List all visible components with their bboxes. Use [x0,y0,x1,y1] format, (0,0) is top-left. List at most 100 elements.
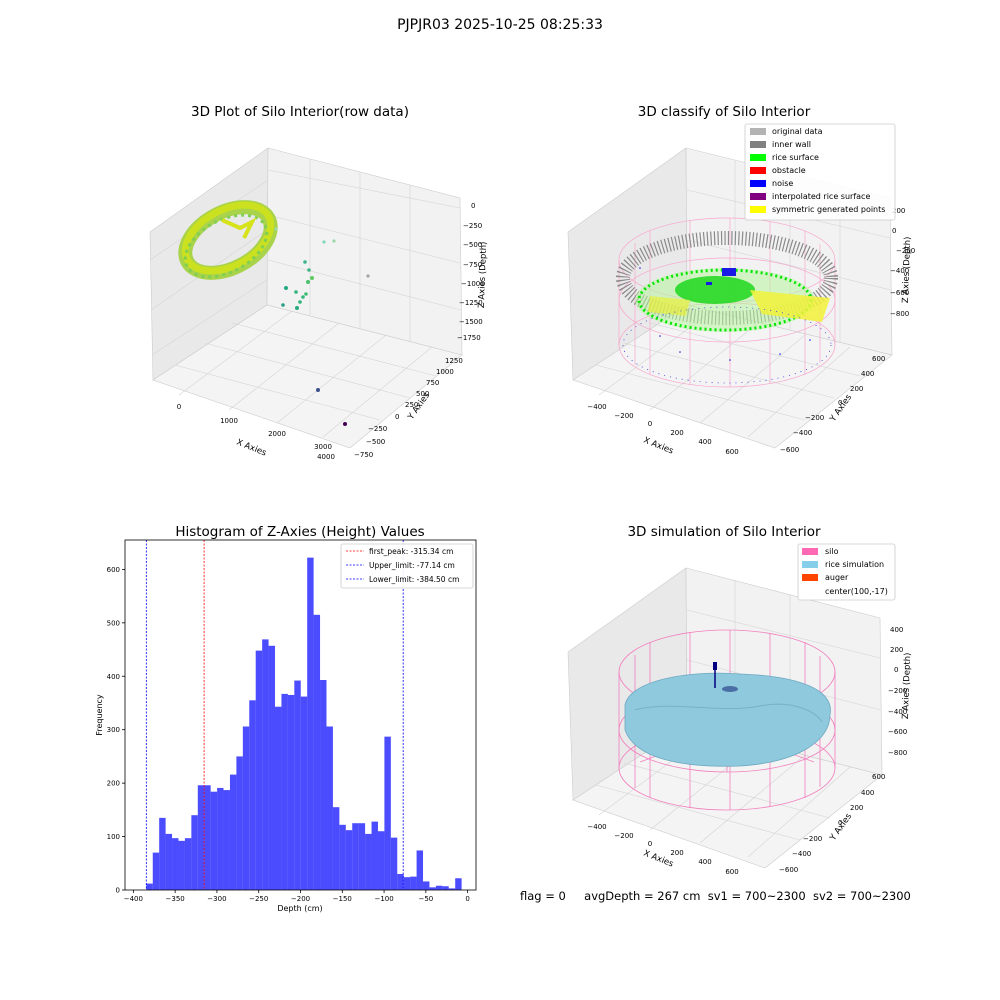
histogram-bar [287,694,295,890]
symmetric-generated-points-2 [648,296,690,316]
simulation-legend: silo rice simulation auger center(100,-1… [797,543,896,601]
svg-text:200: 200 [670,849,683,857]
panel-raw-3d: 3D Plot of Silo Interior(row data) 0 100… [149,104,489,461]
svg-text:600: 600 [872,355,885,363]
histogram-bar [332,807,340,890]
histogram-bar [429,887,436,890]
svg-text:−200: −200 [803,835,822,843]
histogram-bar [403,877,411,890]
panel-simulation-3d: 3D simulation of Silo Interior −400 −200… [567,524,913,876]
raw-scatter-points [274,227,370,426]
histogram-bar [358,823,366,890]
rice-surface-contour [634,703,823,723]
legend-label: symmetric generated points [772,205,885,214]
svg-text:600: 600 [725,448,738,456]
svg-text:600: 600 [725,868,738,876]
svg-text:−750: −750 [463,261,482,269]
z-tick-labels: 0 −250 −500 −750 −1000 −1250 −1500 −1750 [457,202,485,342]
svg-text:−200: −200 [896,247,915,255]
svg-text:−400: −400 [890,267,909,275]
z-tick-labels: 200 0 −200 −400 −600 −800 [890,207,915,318]
panel-raw-title: 3D Plot of Silo Interior(row data) [191,104,409,120]
legend-swatch [750,141,766,148]
legend-label: silo [825,547,839,556]
svg-text:200: 200 [850,804,863,812]
panel-histogram: Histogram of Z-Axies (Height) Values −40… [95,524,477,913]
legend-label: obstacle [772,166,806,175]
histogram-x-ticks: −400 −350 −300 −250 −200 −150 −100 −50 0 [124,890,470,903]
histogram-bar [197,785,205,890]
x-tick-labels: −400 −200 0 200 400 600 [587,823,738,876]
svg-text:400: 400 [698,858,711,866]
x-tick-label: −300 [207,895,226,903]
svg-text:−1500: −1500 [459,318,483,326]
sv2-text: sv2 = 700~2300 [812,889,911,903]
svg-text:1250: 1250 [445,357,463,365]
rice-surface-core [675,276,755,304]
x-tick-label: −400 [124,895,143,903]
z-axis-label: Z Axies (Depth) [901,652,913,719]
histogram-bar [184,838,192,890]
svg-text:−600: −600 [780,446,799,454]
svg-text:−200: −200 [614,832,633,840]
histogram-bar [397,873,404,890]
y-tick-label: 200 [107,780,120,788]
x-tick-label: −100 [374,895,393,903]
legend-label: Upper_limit: -77.14 cm [369,561,455,570]
auger [713,662,738,692]
histogram-bar [275,706,282,890]
histogram-bar [377,831,385,890]
symmetric-generated-points [750,290,830,322]
histogram-bar [371,821,378,890]
histogram-bar [326,726,333,890]
svg-text:−500: −500 [463,241,482,249]
histogram-bar [390,837,398,890]
raw-point-ring [178,200,278,280]
grid-lines [595,160,892,438]
legend-label: original data [772,127,823,136]
svg-text:1000: 1000 [220,417,238,425]
legend-label: rice surface [772,153,819,162]
svg-text:−250: −250 [463,222,482,230]
histogram-bar [165,833,173,890]
histogram-bar [229,774,237,890]
legend-swatch [750,193,766,200]
panel-classify-title: 3D classify of Silo Interior [638,104,811,120]
svg-text:0: 0 [838,819,842,827]
y-tick-label: 0 [116,887,120,895]
histogram-legend: first_peak: -315.34 cm Upper_limit: -77.… [340,543,474,589]
svg-text:0: 0 [648,420,652,428]
svg-text:750: 750 [426,379,439,387]
svg-text:−400: −400 [587,823,606,831]
svg-text:−800: −800 [888,749,907,757]
x-tick-label: −350 [166,895,185,903]
legend-label: inner wall [772,140,811,149]
legend-swatch [802,548,818,555]
histogram-bar [152,852,160,890]
histogram-bar [281,693,288,890]
histogram-bar [236,756,243,890]
svg-text:−500: −500 [366,438,385,446]
y-axis-label: Y Axies [828,811,855,843]
histogram-bar [339,824,346,890]
y-tick-labels: 600 400 200 0 −200 −400 −600 [779,773,885,874]
legend-swatch [750,128,766,135]
histogram-bar [300,696,308,890]
legend-label: noise [772,179,793,188]
histogram-bar [307,557,314,890]
svg-text:400: 400 [698,438,711,446]
histogram-bar [365,833,372,890]
histogram-bar [423,881,430,890]
svg-text:200: 200 [670,429,683,437]
svg-text:0: 0 [177,403,181,411]
histogram-bar [210,791,218,890]
histogram-bar [313,614,321,890]
svg-text:0: 0 [838,399,842,407]
legend-label: center(100,-17) [825,587,888,596]
histogram-bars [146,557,462,890]
classify-legend: original data inner wall rice surface ob… [744,123,896,221]
y-tick-label: 500 [107,619,120,627]
panel-classify-3d: 3D classify of Silo Interior [567,104,915,457]
histogram-bar [178,840,185,890]
x-tick-labels: 0 1000 2000 3000 4000 [177,403,335,461]
